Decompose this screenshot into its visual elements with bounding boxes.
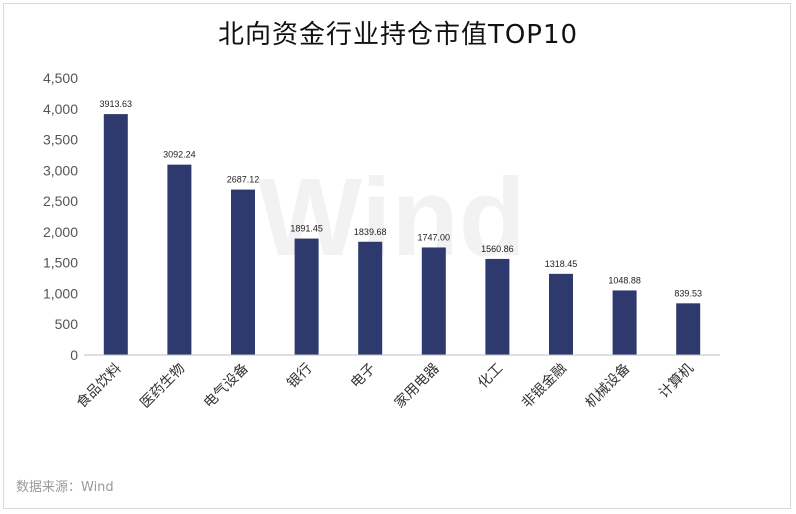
- chart-frame: [3, 3, 791, 509]
- data-label: 1560.86: [481, 244, 514, 254]
- data-labels: 3913.63 3092.24 2687.12 1891.45 1839.68 1747.…: [100, 99, 702, 298]
- bar: [167, 164, 192, 355]
- y-axis: 0 500 1,000 1,500 2,000 2,500 3,000 3,500 4,000 4…: [43, 70, 78, 363]
- category-label: 化工: [475, 361, 506, 392]
- category-label: 计算机: [656, 361, 697, 402]
- data-label: 839.53: [674, 288, 702, 298]
- x-axis: 食品饮料 医药生物 电气设备 银行 电子 家用电器 化工 非银金融 机械设备 计算机: [73, 354, 720, 412]
- y-tick-label: 2,500: [43, 193, 78, 209]
- y-tick-label: 4,000: [43, 101, 78, 117]
- bar: [103, 114, 128, 355]
- category-label: 医药生物: [137, 361, 188, 412]
- data-label: 1891.45: [290, 224, 323, 234]
- category-label: 银行: [284, 361, 315, 392]
- chart-title: 北向资金行业持仓市值TOP10: [217, 20, 579, 50]
- category-label: 机械设备: [582, 360, 634, 412]
- y-tick-label: 500: [55, 316, 79, 332]
- category-label: 家用电器: [391, 360, 443, 412]
- bar: [485, 258, 510, 355]
- y-tick-label: 1,000: [43, 285, 78, 301]
- y-tick-label: 1,500: [43, 255, 78, 271]
- data-source: 数据来源：Wind: [16, 480, 114, 495]
- category-label: 电子: [348, 361, 379, 392]
- y-tick-label: 3,000: [43, 162, 78, 178]
- data-label: 1839.68: [354, 227, 387, 237]
- category-label: 食品饮料: [73, 360, 125, 412]
- bars: [103, 114, 701, 355]
- bar: [549, 273, 573, 355]
- y-tick-label: 4,500: [43, 70, 78, 86]
- data-label: 1747.00: [418, 232, 451, 242]
- y-tick-label: 3,500: [43, 132, 78, 148]
- bar: [676, 303, 701, 355]
- y-tick-label: 0: [70, 347, 78, 363]
- bar: [294, 238, 319, 355]
- category-label: 电气设备: [200, 360, 252, 412]
- data-label: 2687.12: [227, 175, 260, 185]
- category-label: 非银金融: [519, 361, 570, 412]
- data-label: 3092.24: [163, 150, 196, 160]
- bar: [612, 290, 637, 355]
- bar: [421, 247, 446, 355]
- data-label: 1048.88: [608, 275, 641, 285]
- y-tick-label: 2,000: [43, 224, 78, 240]
- data-label: 3913.63: [100, 99, 133, 109]
- bar: [231, 189, 255, 355]
- bar: [358, 241, 383, 355]
- data-label: 1318.45: [545, 259, 578, 269]
